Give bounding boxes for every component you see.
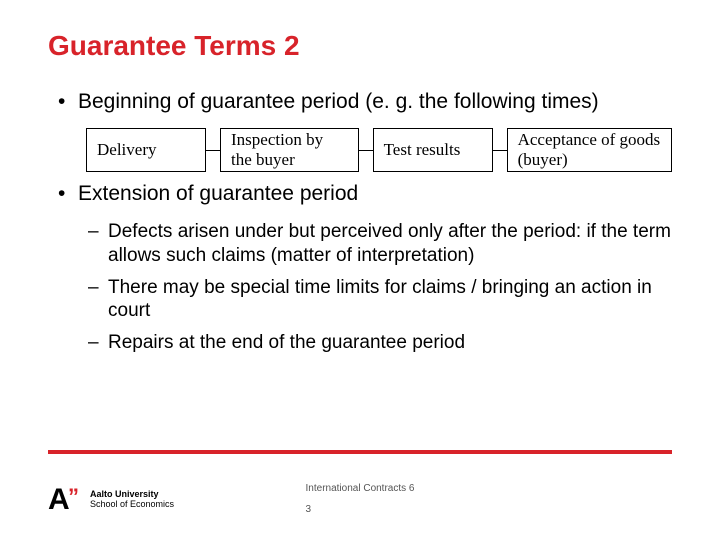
footer: A ” Aalto University School of Economics… (48, 482, 672, 516)
flow-connector (206, 150, 220, 151)
svg-text:A: A (48, 483, 70, 516)
subbullet-repairs: Repairs at the end of the guarantee peri… (88, 331, 672, 355)
logo-line2: School of Economics (90, 499, 174, 509)
logo-text: Aalto University School of Economics (90, 489, 174, 510)
logo: A ” Aalto University School of Economics (48, 482, 174, 516)
flow-box-acceptance: Acceptance of goods (buyer) (507, 128, 672, 172)
subbullet-defects: Defects arisen under but perceived only … (88, 220, 672, 268)
flow-diagram: Delivery Inspection by the buyer Test re… (86, 128, 672, 172)
flow-connector (493, 150, 507, 151)
flow-box-delivery: Delivery (86, 128, 206, 172)
footer-page-number: 3 (306, 504, 415, 515)
svg-text:”: ” (68, 484, 79, 509)
logo-line1: Aalto University (90, 489, 174, 499)
subbullet-time-limits: There may be special time limits for cla… (88, 276, 672, 324)
logo-mark-icon: A ” (48, 482, 82, 516)
bullet-beginning: Beginning of guarantee period (e. g. the… (58, 90, 672, 114)
flow-box-test-results: Test results (373, 128, 493, 172)
slide: Guarantee Terms 2 Beginning of guarantee… (0, 0, 720, 540)
flow-connector (359, 150, 373, 151)
bullet-extension: Extension of guarantee period (58, 182, 672, 206)
footer-rule (48, 450, 672, 454)
footer-center: International Contracts 6 3 (306, 483, 415, 515)
footer-course: International Contracts 6 (306, 483, 415, 494)
flow-box-inspection: Inspection by the buyer (220, 128, 359, 172)
slide-title: Guarantee Terms 2 (48, 30, 672, 62)
